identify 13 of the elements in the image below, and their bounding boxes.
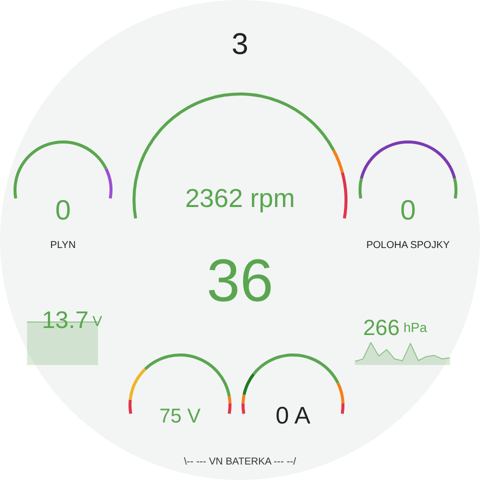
text: V: [88, 314, 103, 330]
text: 0 A: [276, 402, 310, 430]
text: 266: [363, 314, 400, 340]
text: 75 V: [159, 405, 202, 428]
text: \-- --- VN BATERKA --- --/: [184, 456, 296, 468]
text: PLYN: [50, 240, 76, 251]
text: POLOHA SPOJKY: [366, 240, 450, 251]
text: hPa: [400, 320, 428, 336]
text: 0: [400, 194, 416, 226]
text: 36: [206, 246, 274, 314]
text: 3: [232, 28, 248, 61]
text: 2362 rpm: [185, 182, 295, 213]
text: 0: [55, 194, 71, 226]
